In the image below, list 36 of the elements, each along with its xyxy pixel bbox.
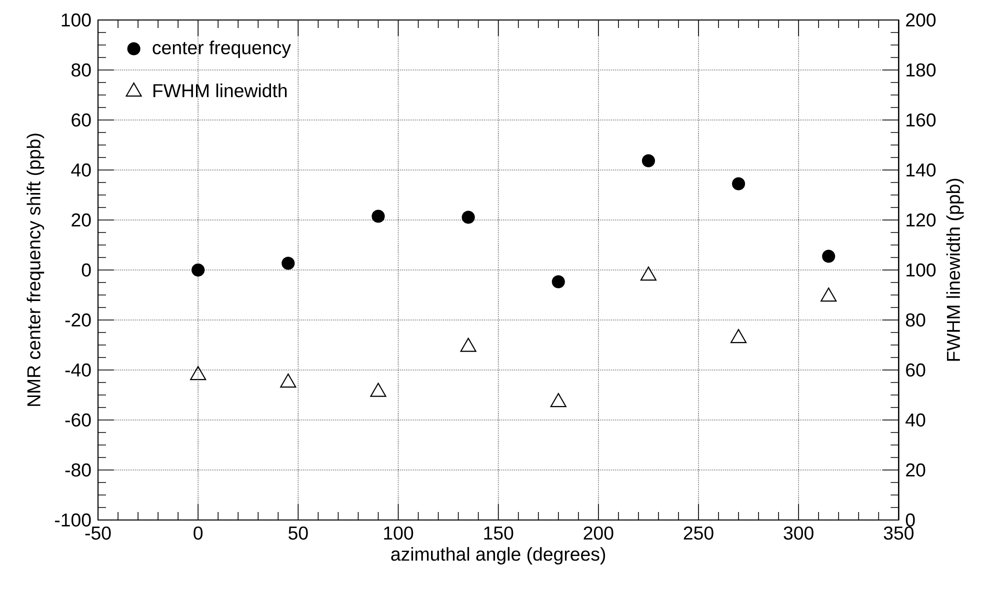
- y-tick-label: -20: [65, 313, 91, 327]
- y-tick-label: 80: [72, 63, 91, 77]
- y2-tick-label: 80: [906, 313, 926, 327]
- x-tick-label: -50: [85, 526, 111, 540]
- y2-tick-label: 180: [906, 63, 936, 77]
- x-tick-label: 250: [684, 526, 714, 540]
- y2-tick-label: 20: [906, 463, 926, 477]
- x-tick-label: 50: [288, 526, 308, 540]
- y-tick-label: 60: [72, 113, 91, 127]
- y-tick-label: -40: [65, 363, 91, 377]
- y2-tick-label: 140: [906, 163, 936, 177]
- y2-tick-label: 40: [906, 413, 926, 427]
- y-tick-label: 20: [72, 213, 91, 227]
- y-tick-label: 40: [71, 163, 91, 177]
- x-tick-label: 350: [884, 526, 914, 540]
- legend-label: FWHM linewidth: [154, 84, 287, 98]
- x-tick-label: 150: [484, 526, 514, 540]
- x-tick-label: 0: [194, 526, 203, 540]
- y2-tick-label: 120: [906, 213, 936, 227]
- y-axis-title: NMR center frequency shift (ppb): [26, 134, 44, 406]
- y2-tick-label: 200: [906, 13, 936, 27]
- x-axis-title: azimuthal angle (degrees): [391, 547, 606, 564]
- y2-tick-label: 100: [906, 263, 936, 277]
- x-tick-label: 300: [784, 526, 814, 540]
- y2-tick-label: 0: [906, 513, 915, 527]
- y-tick-label: -60: [65, 413, 91, 427]
- y-tick-label: 100: [62, 13, 91, 27]
- x-tick-label: 200: [584, 526, 614, 540]
- y2-tick-label: 60: [906, 363, 926, 377]
- y-tick-label: 0: [82, 263, 91, 277]
- y2-tick-label: 160: [906, 113, 936, 127]
- y2-axis-title: FWHM linewidth (ppb): [946, 178, 964, 361]
- x-tick-label: 100: [384, 526, 414, 540]
- legend-label: center frequency: [152, 40, 291, 58]
- y-tick-label: -100: [55, 513, 91, 527]
- y-tick-label: -80: [65, 463, 91, 477]
